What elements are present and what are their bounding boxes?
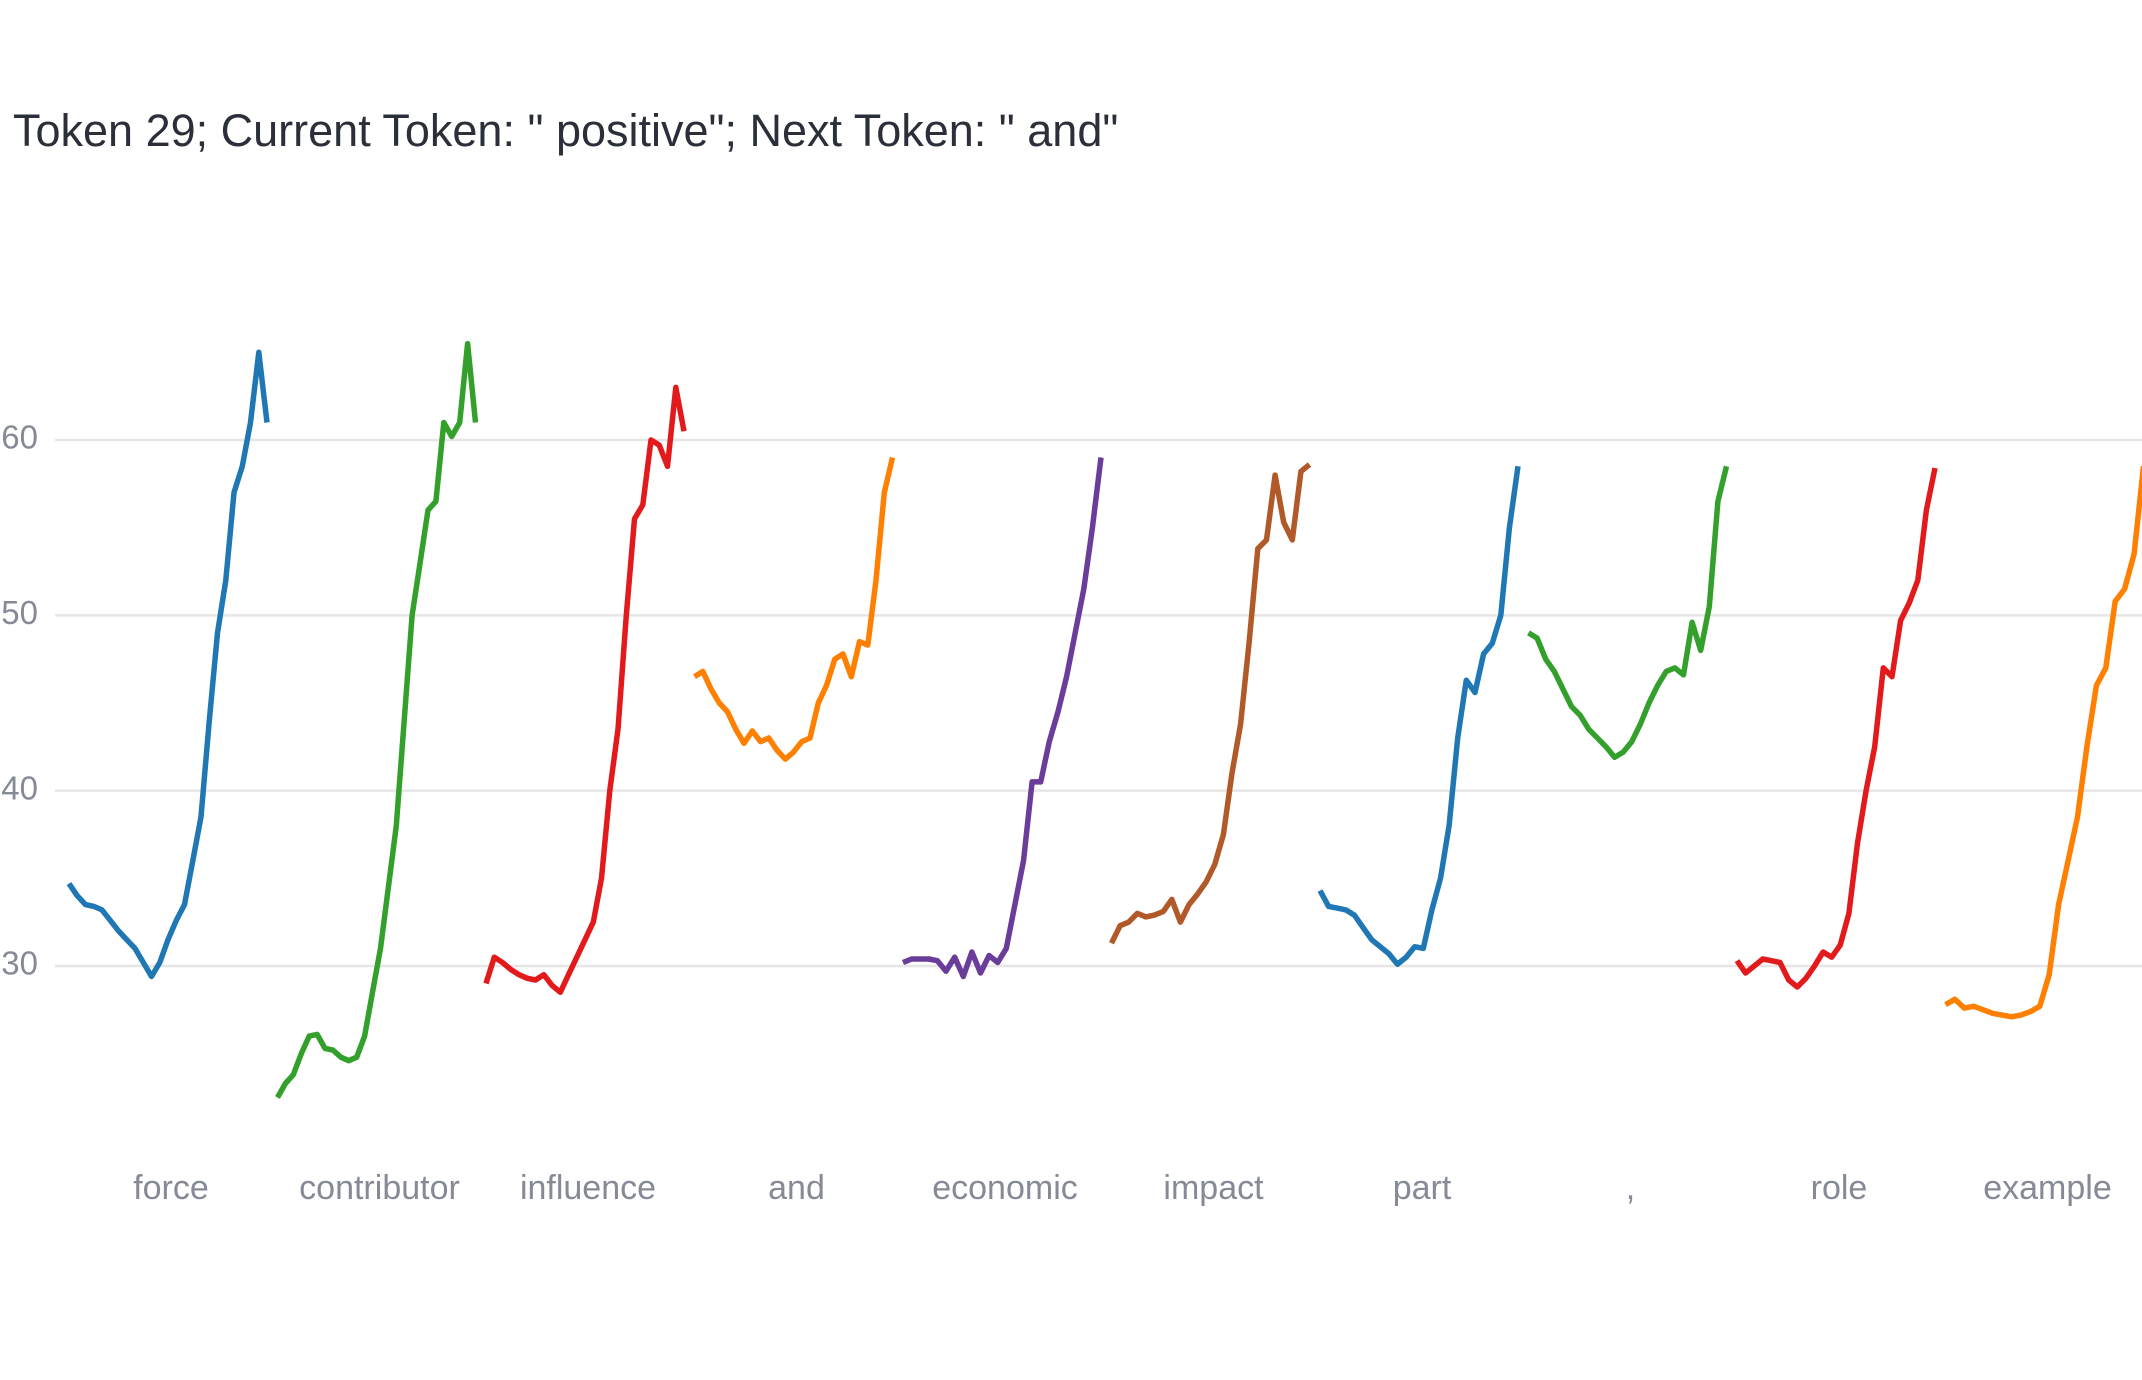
x-tick-label: influence — [520, 1169, 656, 1207]
y-tick-label: 60 — [1, 419, 38, 456]
trace-line — [1944, 466, 2142, 1020]
trace-line — [275, 340, 479, 1099]
trace-line — [693, 456, 896, 762]
trace-line — [1109, 462, 1312, 945]
x-tick-label: economic — [932, 1169, 1078, 1207]
x-tick-label: contributor — [299, 1169, 460, 1207]
chart-title: Token 29; Current Token: " positive"; Ne… — [13, 105, 1118, 156]
trace-line — [66, 349, 270, 980]
y-tick-label: 50 — [1, 594, 38, 631]
y-tick-label: 30 — [1, 945, 38, 982]
y-tick-label: 40 — [1, 769, 38, 806]
trace-line — [483, 384, 687, 996]
trace-line — [1527, 465, 1730, 761]
trace-line — [1734, 467, 1938, 990]
trace-line — [901, 457, 1104, 980]
x-tick-label: role — [1811, 1169, 1868, 1207]
x-tick-label: part — [1393, 1169, 1452, 1207]
x-tick-label: force — [133, 1169, 209, 1207]
x-tick-label: , — [1626, 1169, 1635, 1207]
x-tick-label: and — [768, 1169, 825, 1207]
x-tick-label: example — [1983, 1169, 2112, 1207]
trace-line — [1317, 465, 1521, 967]
x-tick-label: impact — [1163, 1169, 1264, 1207]
